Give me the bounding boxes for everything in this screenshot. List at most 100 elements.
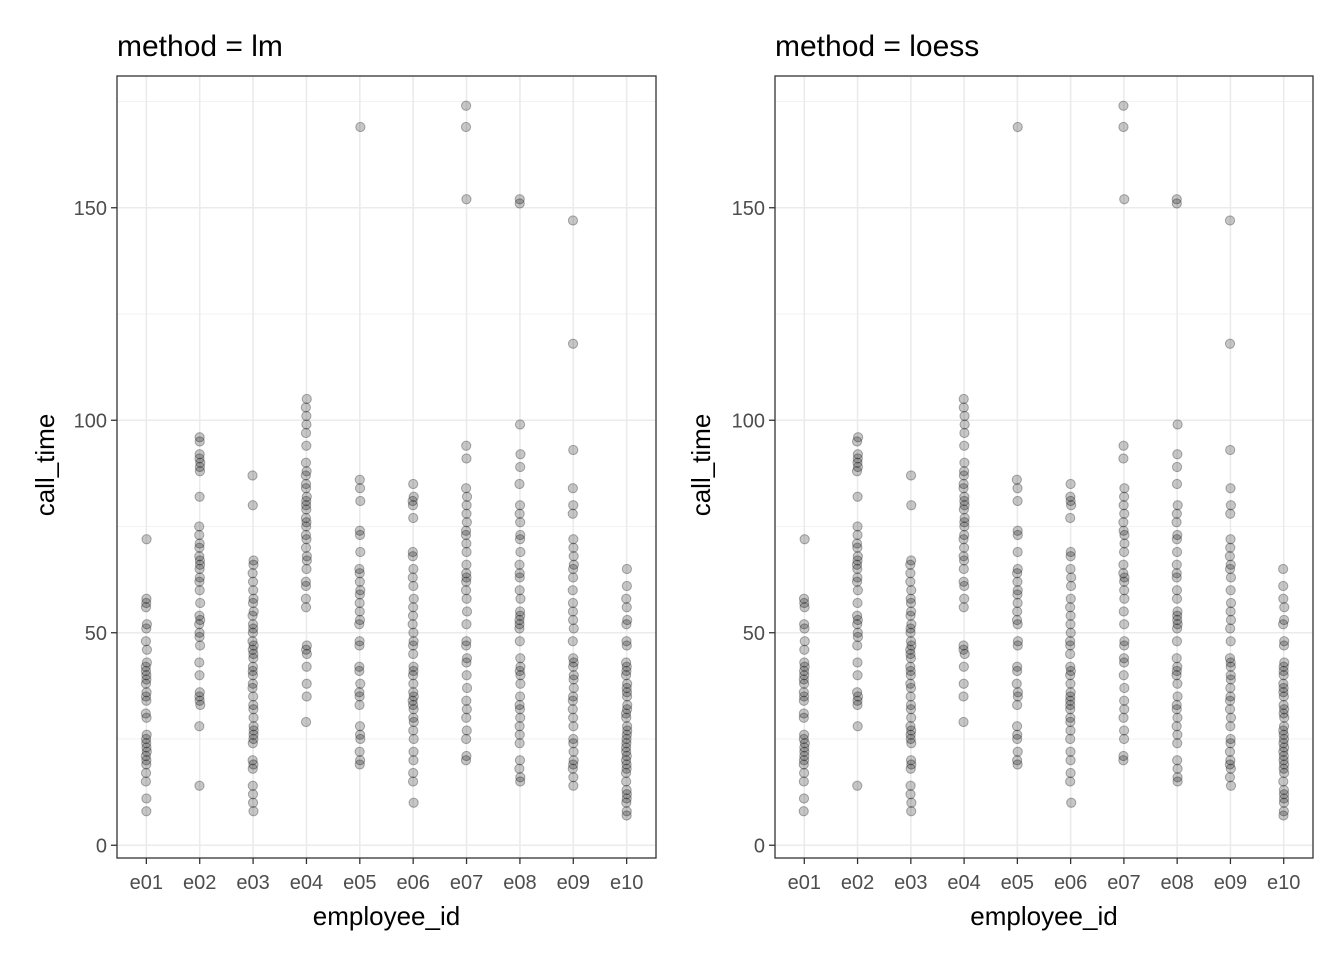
data-point bbox=[460, 529, 472, 541]
data-point bbox=[141, 687, 152, 698]
data-point bbox=[1119, 704, 1130, 715]
data-point bbox=[407, 572, 418, 583]
x-tick-label: e10 bbox=[1267, 872, 1300, 894]
data-point bbox=[247, 678, 258, 689]
data-point bbox=[194, 572, 205, 583]
y-tick-label: 0 bbox=[754, 835, 765, 857]
data-point bbox=[514, 623, 525, 634]
data-point bbox=[958, 478, 969, 490]
data-point bbox=[621, 704, 633, 715]
data-point bbox=[958, 661, 969, 672]
data-point bbox=[958, 640, 969, 651]
data-point bbox=[194, 432, 205, 443]
data-point bbox=[408, 716, 419, 728]
data-point bbox=[1171, 704, 1182, 715]
data-point bbox=[1012, 699, 1023, 711]
data-point bbox=[1225, 483, 1236, 494]
data-point bbox=[1119, 194, 1130, 205]
data-point bbox=[1012, 546, 1023, 558]
data-point bbox=[194, 555, 205, 566]
data-point bbox=[1225, 444, 1236, 456]
data-point bbox=[798, 593, 810, 604]
data-point bbox=[799, 738, 810, 749]
data-point bbox=[300, 542, 312, 553]
data-point bbox=[1119, 483, 1130, 494]
data-point bbox=[905, 597, 917, 609]
data-point bbox=[408, 797, 419, 808]
data-point bbox=[1278, 784, 1290, 796]
data-point bbox=[194, 559, 206, 570]
data-point bbox=[1224, 563, 1236, 575]
data-point bbox=[1171, 478, 1183, 490]
data-point bbox=[514, 585, 525, 596]
data-point bbox=[1279, 742, 1290, 753]
data-point bbox=[194, 521, 205, 532]
data-point bbox=[301, 521, 312, 532]
data-point bbox=[248, 648, 259, 660]
data-point bbox=[1224, 653, 1236, 664]
data-point bbox=[515, 517, 526, 528]
data-point bbox=[461, 712, 472, 723]
data-point bbox=[905, 729, 916, 740]
data-point bbox=[1172, 661, 1183, 672]
data-point bbox=[514, 691, 526, 702]
data-point bbox=[248, 704, 259, 715]
data-point bbox=[1279, 602, 1290, 613]
data-point bbox=[1118, 725, 1130, 736]
data-point bbox=[1065, 712, 1076, 723]
data-point bbox=[354, 606, 365, 617]
data-point bbox=[1278, 563, 1289, 575]
data-point bbox=[1065, 678, 1076, 689]
data-point bbox=[958, 716, 969, 728]
data-point bbox=[1278, 691, 1289, 702]
data-point bbox=[194, 529, 205, 541]
data-point bbox=[958, 483, 969, 494]
data-point bbox=[1065, 602, 1076, 613]
data-point bbox=[567, 763, 578, 774]
data-point bbox=[1119, 538, 1130, 549]
data-point bbox=[301, 440, 312, 451]
data-point bbox=[461, 500, 472, 511]
data-point bbox=[301, 466, 312, 477]
data-point bbox=[959, 495, 970, 507]
data-point bbox=[1119, 695, 1130, 706]
data-point bbox=[1119, 576, 1130, 587]
data-point bbox=[407, 776, 419, 787]
data-point bbox=[354, 665, 365, 677]
data-point bbox=[514, 614, 525, 626]
data-point bbox=[798, 665, 810, 677]
data-point bbox=[905, 610, 916, 621]
data-point bbox=[1224, 772, 1236, 783]
data-point bbox=[906, 555, 917, 566]
data-point bbox=[1278, 789, 1290, 800]
x-tick-label: e10 bbox=[610, 872, 643, 894]
data-point bbox=[514, 704, 526, 715]
data-point bbox=[1118, 500, 1129, 511]
data-point bbox=[461, 593, 472, 604]
data-point bbox=[1225, 733, 1236, 745]
data-point bbox=[1118, 100, 1129, 111]
x-tick-label: e05 bbox=[1001, 872, 1034, 894]
data-point bbox=[621, 665, 632, 677]
data-point bbox=[1278, 687, 1289, 698]
data-point bbox=[1278, 708, 1289, 719]
data-point bbox=[568, 780, 579, 791]
data-point bbox=[248, 691, 259, 702]
data-point bbox=[1065, 593, 1076, 604]
data-point bbox=[798, 712, 809, 723]
data-point bbox=[514, 699, 525, 711]
data-point bbox=[1278, 580, 1289, 592]
data-point bbox=[354, 529, 366, 541]
data-point bbox=[906, 738, 917, 749]
data-point bbox=[194, 695, 205, 706]
data-point bbox=[568, 691, 579, 702]
data-point bbox=[906, 712, 917, 723]
data-point bbox=[514, 619, 525, 630]
data-point bbox=[1171, 198, 1182, 209]
data-point bbox=[300, 512, 312, 524]
data-point bbox=[248, 729, 259, 740]
data-point bbox=[1172, 619, 1183, 630]
data-point bbox=[1171, 194, 1182, 205]
data-point bbox=[1172, 763, 1183, 774]
data-point bbox=[354, 474, 365, 485]
